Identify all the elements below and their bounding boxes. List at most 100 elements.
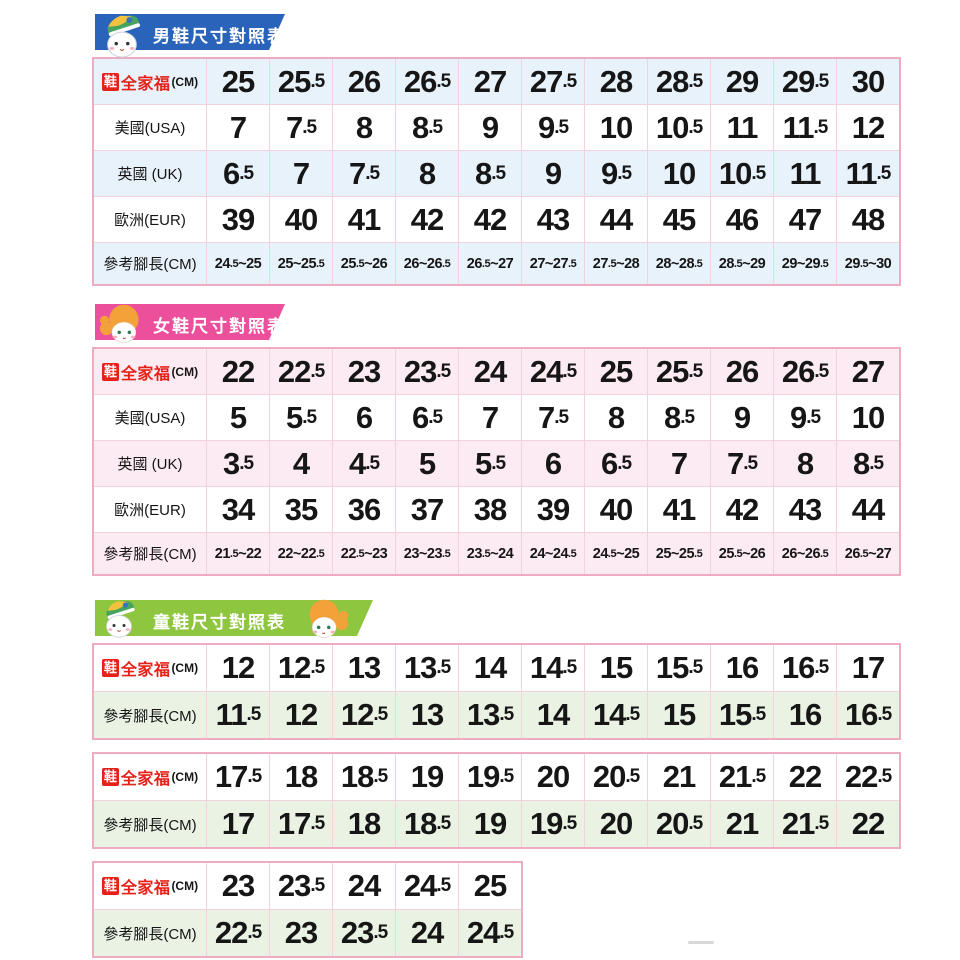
size-cell: 12.5 [333,692,396,738]
children-banner: 童鞋尺寸對照表 [95,597,901,639]
women-size-table: 鞋全家福 (CM) 22 22.5 23 23.5 24 24.5 25 25.5 26 26.5 27… [92,347,901,576]
size-cell: 8.5 [396,105,459,150]
row-label-foot: 參考腳長(CM) [94,801,207,847]
size-cell: 22.5 [207,910,270,956]
size-cell: 27.5 [522,59,585,104]
size-cell: 48 [851,201,885,237]
size-cell: 26 [711,349,774,394]
size-cell: 24 [333,863,396,909]
size-cell: 16.5 [844,697,892,732]
men-banner: 男鞋尺寸對照表 [95,14,901,58]
size-cell: 27 [459,59,522,104]
size-cell: 10 [648,151,711,196]
table-row-brand: 鞋全家福 (CM) 12 12.5 13 13.5 14 14.5 15 15.5 16 16.5 17 [94,645,899,692]
size-cell: 20 [585,801,648,847]
size-cell: 25 [585,349,648,394]
size-cell: 46 [711,197,774,242]
table-row-eur: 歐洲(EUR) 39 40 41 42 42 43 44 45 46 47 48 [94,197,899,243]
brand-badge: 鞋 [101,362,119,381]
size-cell: 26~26.5 [774,533,837,574]
brand-unit: (CM) [171,770,199,784]
row-label-eur: 歐洲(EUR) [94,487,207,532]
size-cell: 26.5 [396,59,459,104]
size-cell: 23~23.5 [396,533,459,574]
size-cell: 42 [459,197,522,242]
size-cell: 19 [396,754,459,800]
brand-unit: (CM) [171,879,199,893]
women-banner: 女鞋尺寸對照表 [95,304,901,343]
size-cell: 22.5 [270,349,333,394]
size-cell: 43 [774,487,837,532]
size-cell: 25~25.5 [270,243,333,284]
table-row-foot: 參考腳長(CM) 22.5 23 23.5 24 24.5 [94,910,521,956]
size-cell: 28.5 ~29 [711,243,774,284]
size-cell: 10.5 [648,105,711,150]
size-cell: 9 [711,395,774,440]
size-cell: 20 [522,754,585,800]
size-cell: 18 [333,801,396,847]
size-cell: 24.5 [396,863,459,909]
size-cell: 25 [473,868,507,903]
children-table-area: 鞋全家福 (CM) 12 12.5 13 13.5 14 14.5 15 15.5 16 16.5 17… [92,643,901,958]
table-row-uk: 英國 (UK) 6.5 7 7.5 8 8.5 9 9.5 10 10.5 11 11.5 [94,151,899,197]
size-cell: 9 [522,151,585,196]
size-cell: 41 [333,197,396,242]
size-cell: 8.5 [852,445,884,481]
brand-unit: (CM) [171,364,199,379]
size-cell: 28.5 [648,59,711,104]
size-cell: 19.5 [459,754,522,800]
size-cell: 20.5 [585,754,648,800]
size-cell: 15.5 [648,645,711,691]
row-label-brand: 鞋全家福 (CM) [94,863,207,909]
children-banner-title: 童鞋尺寸對照表 [153,613,286,632]
brand-badge: 鞋 [101,72,119,91]
boy-mascot-icon [99,597,139,639]
table-row-brand: 鞋全家福 (CM) 22 22.5 23 23.5 24 24.5 25 25.5 26 26.5 27 [94,349,899,395]
women-table-area: 鞋全家福 (CM) 22 22.5 23 23.5 24 24.5 25 25.5 26 26.5 27… [92,347,901,576]
size-cell: 23 [207,863,270,909]
size-cell: 14 [522,692,585,738]
size-cell: 42 [711,487,774,532]
size-cell: 7.5 [711,441,774,486]
size-cell: 8.5 [459,151,522,196]
size-cell: 47 [774,197,837,242]
size-cell: 7.5 [270,105,333,150]
size-cell: 23.5 [270,863,333,909]
size-cell: 10 [851,399,885,435]
size-cell: 19 [459,801,522,847]
size-cell: 26 [333,59,396,104]
men-size-table: 鞋全家福 (CM) 25 25.5 26 26.5 27 27.5 28 28.5 29 29.5 30… [92,57,901,286]
size-cell: 8 [333,105,396,150]
size-cell: 24~24.5 [522,533,585,574]
size-cell: 18 [270,754,333,800]
size-cell: 26.5 ~27 [459,243,522,284]
size-cell: 7.5 [333,151,396,196]
size-cell: 22.5 ~23 [333,533,396,574]
size-cell: 6.5 [585,441,648,486]
row-label-brand: 鞋全家福 (CM) [94,59,207,104]
table-row-foot: 參考腳長(CM) 24.5 ~25 25~25.5 25.5 ~26 26~26.5 26.5… [94,243,899,284]
size-cell: 27~27.5 [522,243,585,284]
row-label-usa: 美國(USA) [94,395,207,440]
size-cell: 19.5 [522,801,585,847]
size-cell: 6 [333,395,396,440]
row-label-brand: 鞋全家福 (CM) [94,754,207,800]
size-cell: 20.5 [648,801,711,847]
girl-mascot-icon [99,301,145,349]
size-cell: 25.5 ~26 [333,243,396,284]
size-cell: 5.5 [270,395,333,440]
size-cell: 23.5 [333,910,396,956]
size-cell: 21 [711,801,774,847]
brand-name: 全家福 [120,771,171,788]
size-cell: 7 [207,105,270,150]
size-cell: 17 [207,801,270,847]
size-cell: 44 [585,197,648,242]
size-cell: 14 [459,645,522,691]
table-row-foot: 參考腳長(CM) 21.5 ~22 22~22.5 22.5 ~23 23~23.5 23.5… [94,533,899,574]
size-cell: 35 [270,487,333,532]
size-cell: 12.5 [270,645,333,691]
boy-mascot-icon [99,11,145,59]
size-cell: 11.5 [207,692,270,738]
size-cell: 23.5 ~24 [459,533,522,574]
